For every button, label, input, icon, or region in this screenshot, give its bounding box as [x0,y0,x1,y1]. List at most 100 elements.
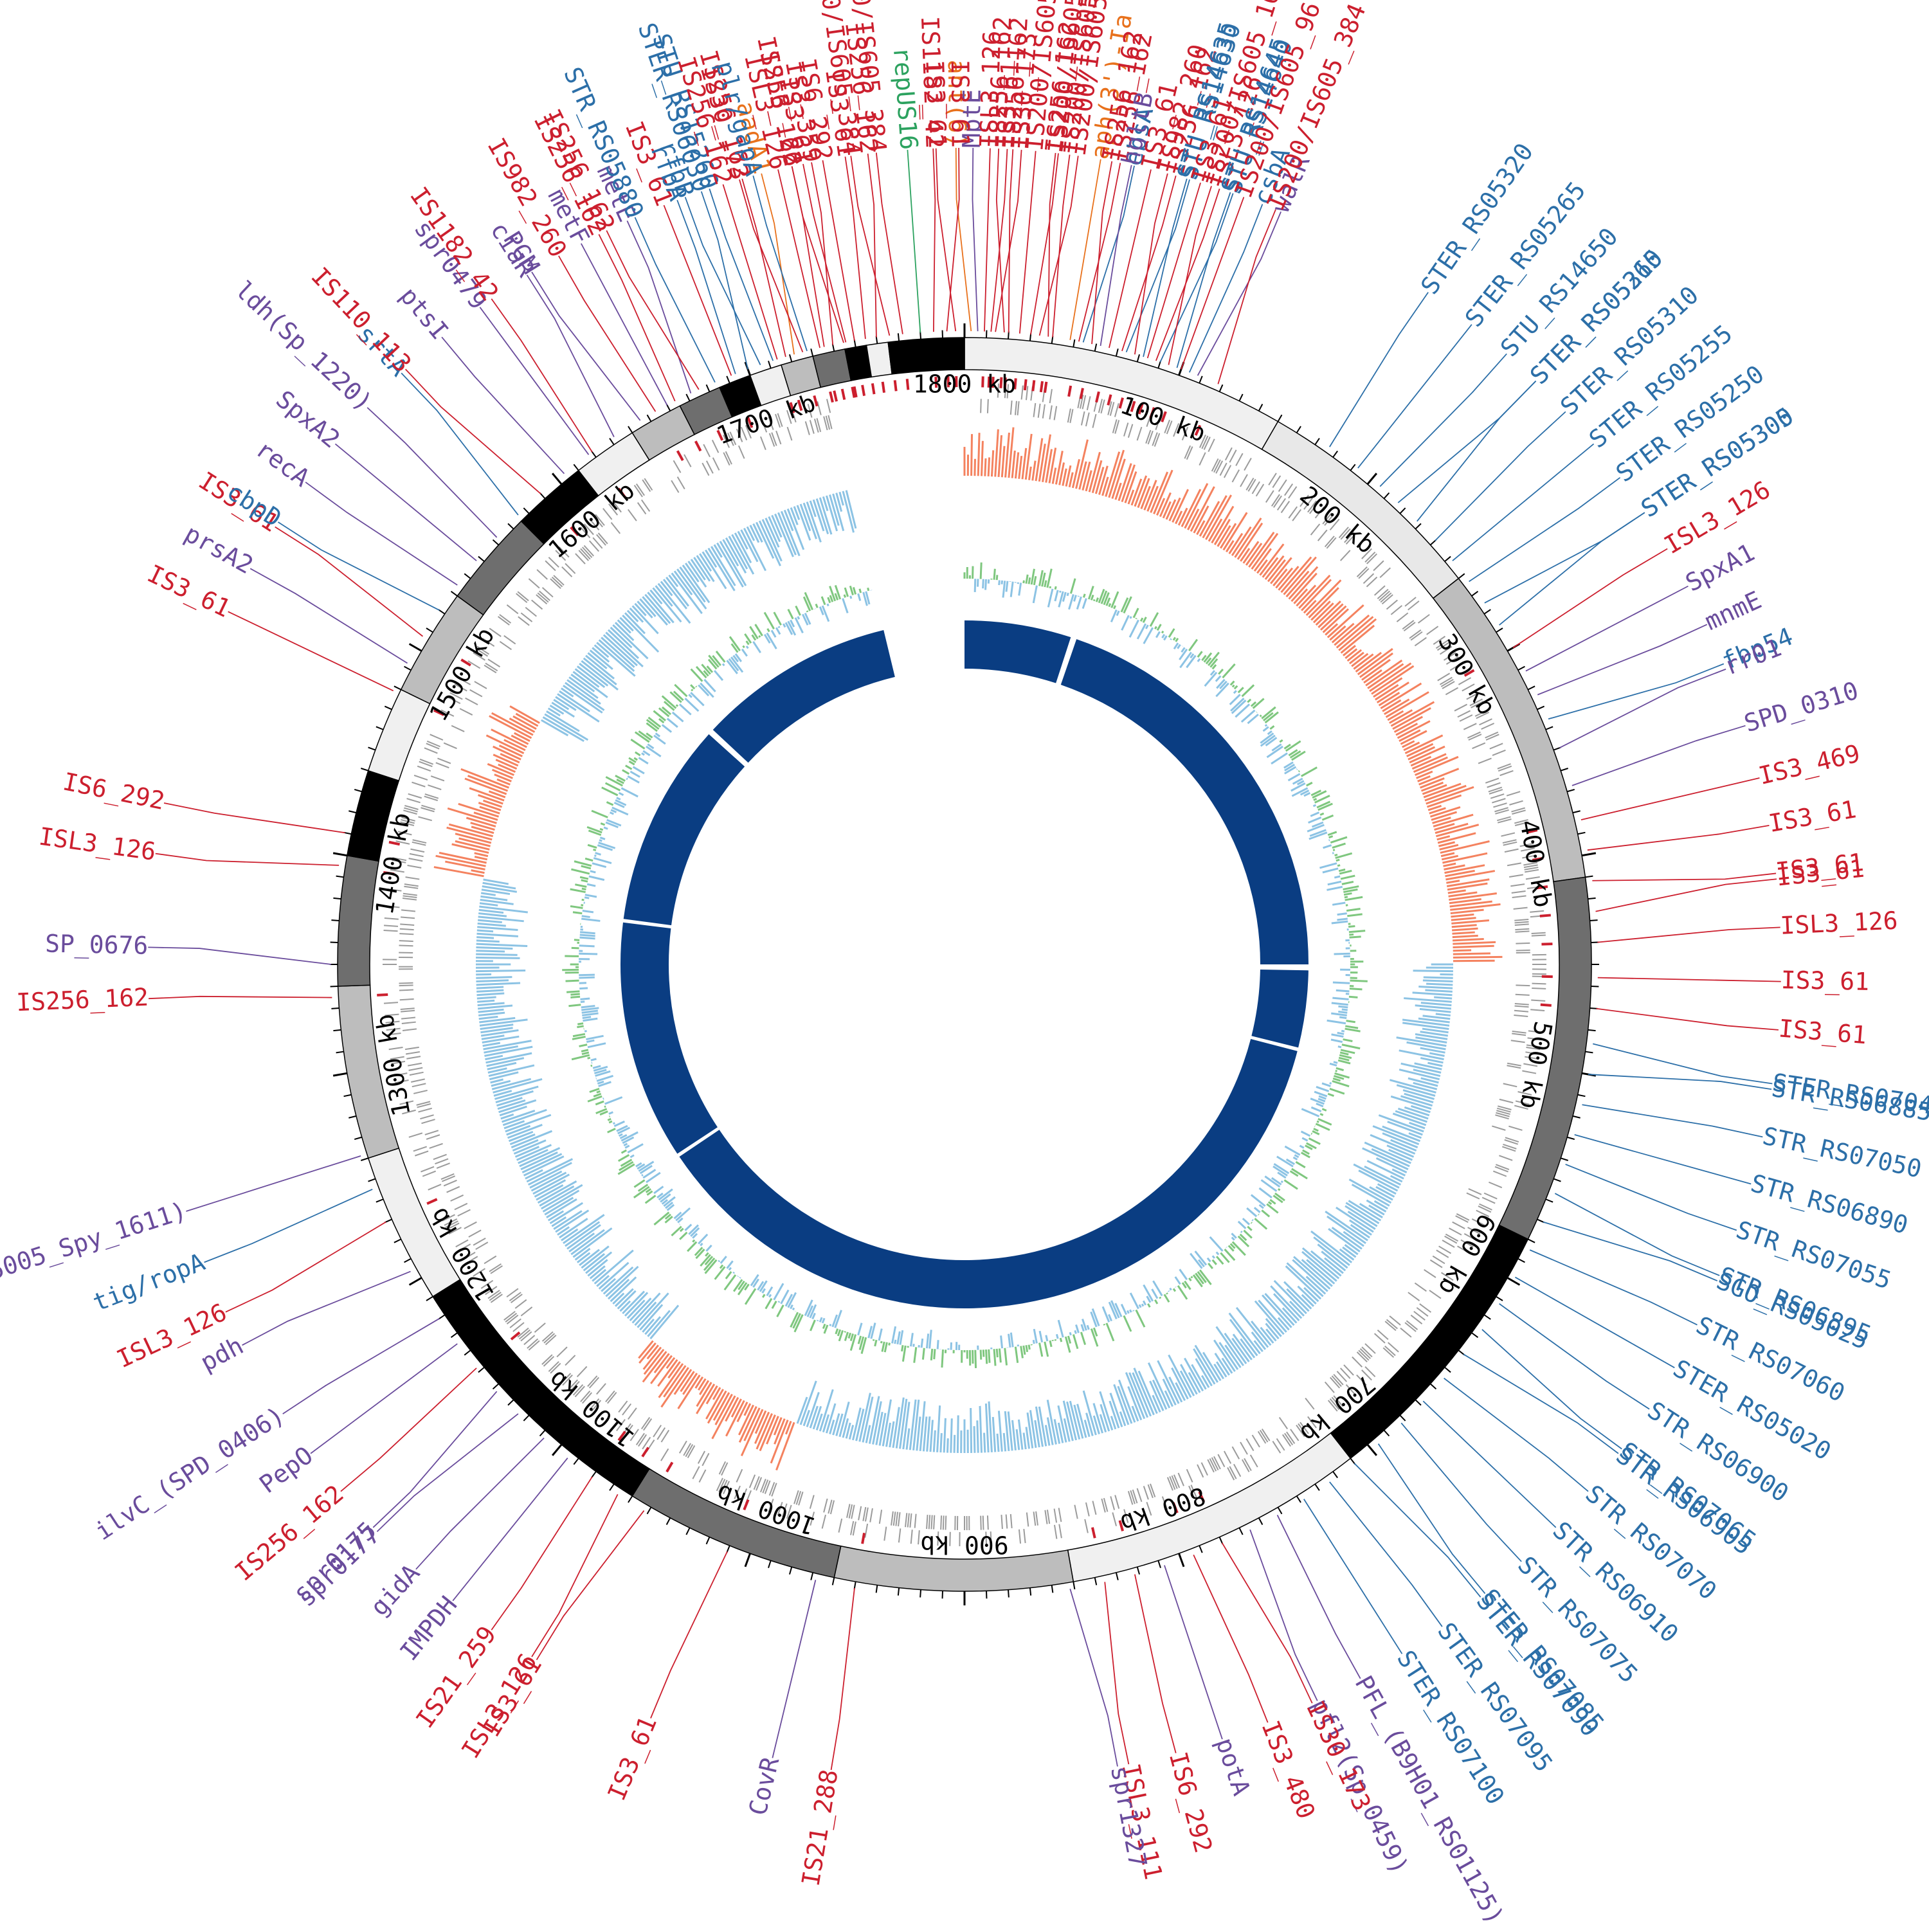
gc-content-mark [1069,594,1074,609]
gc-content-mark [1234,691,1236,693]
gc-content-mark [740,1277,741,1278]
scale-tick [1546,727,1553,729]
gc-content-mark [1075,1330,1076,1333]
gc-content-mark [691,692,703,705]
gc-content-mark [882,1342,884,1352]
scale-tick [1073,339,1074,347]
gc-content-mark [796,606,801,616]
scale-tick [361,768,368,771]
gc-content-mark [597,1081,604,1083]
gc-content-mark [1309,1139,1321,1144]
gc-content-mark [1143,617,1146,622]
gc-skew-mark [628,1300,645,1318]
feature-label: IS3_469 [1756,739,1863,791]
gc-content-mark [1333,1078,1340,1081]
gc-content-mark [769,1294,770,1297]
gc-skew-mark [1441,853,1454,856]
gc-content-mark [1189,640,1197,651]
gc-skew-mark [1197,521,1204,535]
scale-tick [1472,591,1478,596]
gc-skew-mark [477,997,496,998]
gc-content-mark [1133,1310,1134,1311]
gc-skew-mark [595,1250,633,1284]
gc-content-mark [1332,1003,1348,1005]
gc-content-mark [836,1329,838,1334]
label-connector [956,148,972,331]
cds-mark [1148,1485,1153,1498]
cds-mark [444,743,457,749]
gc-content-mark [1329,836,1333,838]
cds-mark [406,1056,421,1059]
cds-mark [1144,1486,1148,1499]
scale-tick [1484,609,1490,614]
gc-content-mark [858,1336,860,1344]
scale-tick [368,1178,376,1181]
gc-content-mark [881,1341,882,1343]
gc-content-mark [994,1349,995,1366]
gc-content-mark [1056,1334,1058,1339]
gc-content-mark [1254,1207,1260,1212]
gc-content-mark [1280,740,1282,742]
is-mark [1033,380,1034,391]
label-connector [1278,1515,1361,1678]
label-connector [491,1477,592,1630]
cds-mark [1018,401,1019,415]
cds-mark [405,1047,419,1049]
cds-mark [908,1513,909,1528]
gc-content-mark [1083,594,1085,598]
gc-content-mark [588,845,597,847]
gc-content-mark [654,1186,663,1193]
gc-skew-mark [1377,682,1409,702]
gc-content-mark [1210,1237,1223,1251]
scale-tick [1553,1178,1561,1181]
cds-mark [419,762,433,767]
gc-content-mark [582,916,590,917]
gc-content-mark [1343,1040,1353,1042]
ideogram-band [457,521,544,615]
gc-content-mark [1307,782,1312,786]
gc-content-mark [1337,865,1340,866]
gc-content-mark [1217,1252,1218,1254]
scale-tick [768,361,771,368]
cds-mark [418,817,431,820]
gc-content-mark [1029,577,1030,584]
gc-content-mark [766,1299,772,1309]
gc-content-mark [635,752,640,755]
gc-content-mark [1336,990,1350,991]
label-connector [1401,1423,1521,1562]
gc-content-mark [680,1232,687,1240]
scale-tick [1259,404,1263,411]
gc-content-mark [585,858,593,860]
gc-skew-mark [1426,984,1453,985]
cds-mark [1453,1222,1465,1229]
gc-content-mark [579,988,588,989]
gc-content-mark [1162,631,1163,633]
cds-mark [1386,600,1397,609]
label-connector [1499,1304,1649,1409]
gc-content-mark [1345,1029,1361,1031]
gc-skew-mark [977,1420,978,1452]
gc-skew-mark [478,1013,505,1015]
gc-skew-mark [1311,1231,1352,1263]
cds-mark [1036,1512,1038,1526]
scale-tick [1052,1585,1053,1593]
gc-content-mark [584,1031,586,1032]
gc-content-mark [700,1243,702,1245]
gc-skew-mark [498,764,516,772]
scale-tick [811,1573,813,1580]
gc-content-mark [1333,982,1350,983]
scale-tick [667,1518,671,1525]
gc-skew-mark [971,1408,972,1453]
label-connector [635,217,714,383]
cds-mark [761,437,766,450]
gc-content-mark [1175,1277,1181,1284]
gc-content-mark [1177,645,1180,649]
gc-skew-mark [1376,1158,1406,1172]
gc-skew-mark [471,823,495,830]
gc-content-mark [646,1195,656,1203]
label-connector [831,1588,855,1770]
cds-mark [838,1519,842,1532]
gc-skew-mark [476,983,520,985]
cds-mark [412,782,425,787]
gc-content-mark [1293,1157,1297,1160]
